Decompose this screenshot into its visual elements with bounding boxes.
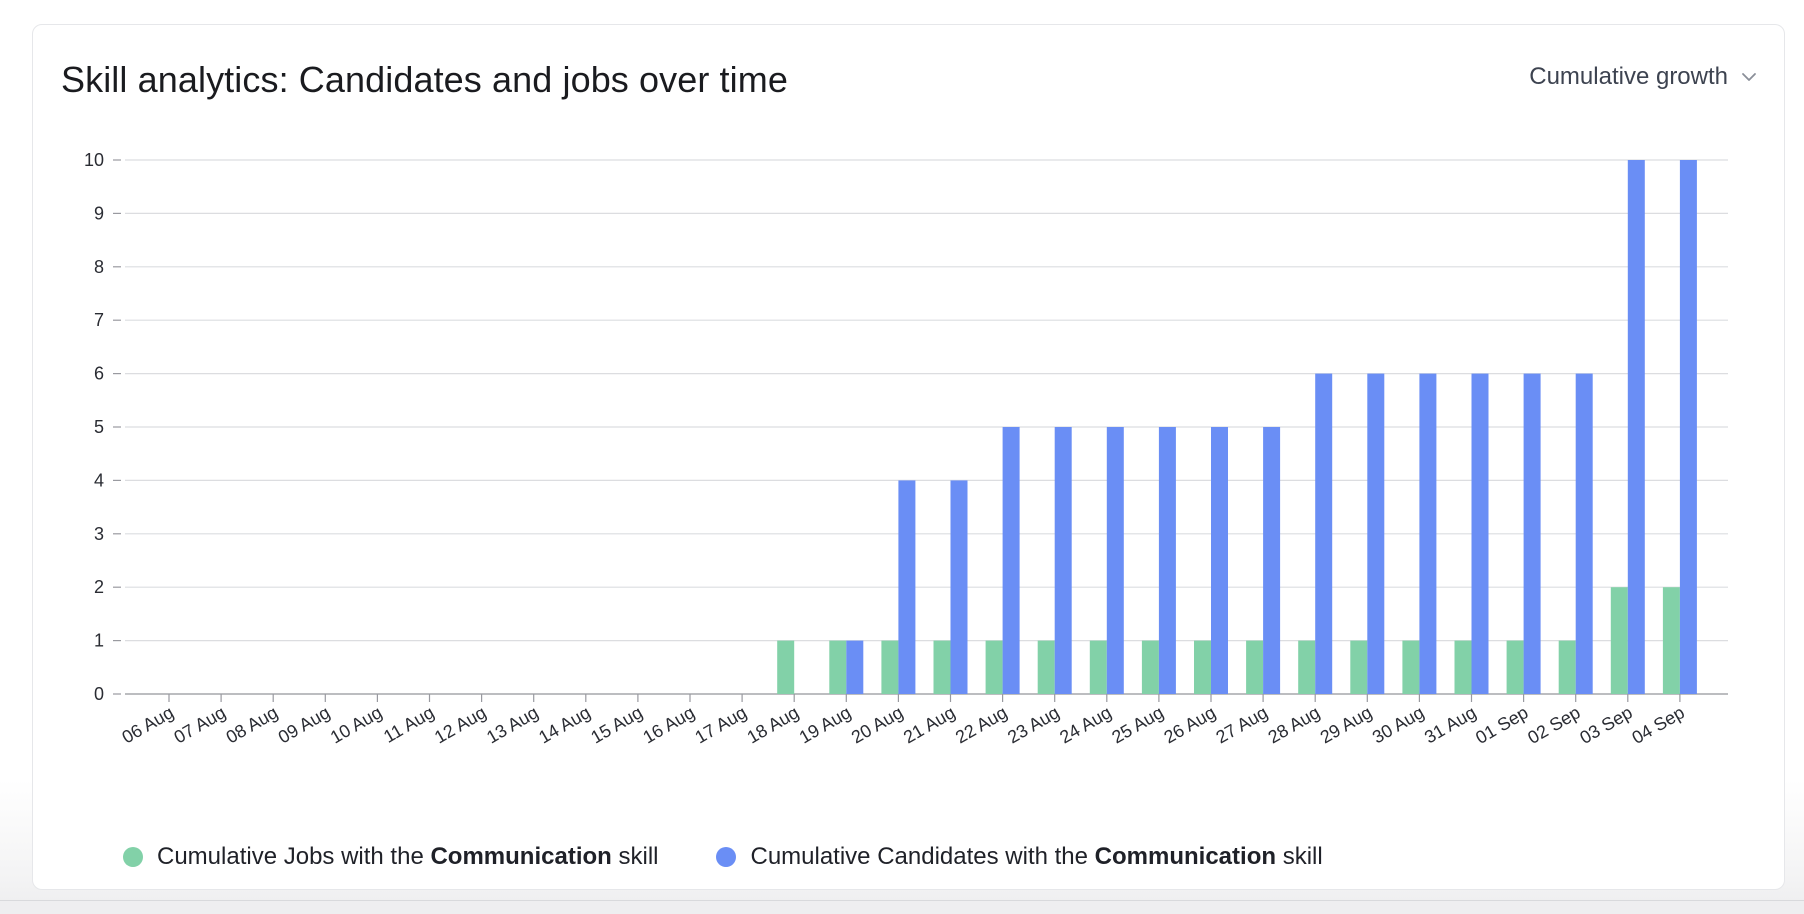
dropdown-label: Cumulative growth: [1529, 63, 1728, 90]
bar-jobs-21-aug: [933, 640, 951, 694]
bar-candidates-22-aug: [1002, 427, 1020, 694]
x-tick-label: 28 Aug: [1265, 702, 1324, 747]
x-tick-label: 11 Aug: [380, 702, 437, 747]
y-tick-label: 7: [94, 310, 104, 330]
y-tick-label: 3: [94, 524, 104, 544]
bar-jobs-26-aug: [1194, 640, 1211, 694]
x-tick-label: 04 Sep: [1628, 702, 1687, 748]
x-tick-label: 06 Aug: [118, 702, 177, 747]
bar-candidates-29-aug: [1367, 373, 1385, 694]
legend-label-jobs: Cumulative Jobs with the Communication s…: [157, 843, 659, 870]
x-tick-label: 03 Sep: [1576, 702, 1635, 748]
bar-jobs-29-aug: [1350, 640, 1368, 694]
bar-jobs-23-aug: [1037, 640, 1055, 694]
legend-dot-candidates: [716, 847, 737, 867]
bar-candidates-24-aug: [1106, 427, 1124, 694]
x-tick-label: 20 Aug: [848, 702, 907, 747]
bar-candidates-31-aug: [1471, 373, 1489, 694]
bar-jobs-31-aug: [1454, 640, 1472, 694]
bar-candidates-23-aug: [1054, 427, 1072, 694]
x-tick-label: 29 Aug: [1317, 702, 1376, 747]
bar-candidates-25-aug: [1158, 427, 1176, 694]
legend-label-candidates: Cumulative Candidates with the Communica…: [750, 843, 1323, 870]
growth-mode-dropdown[interactable]: Cumulative growth: [1529, 63, 1758, 91]
x-tick-label: 08 Aug: [223, 702, 282, 747]
bar-jobs-28-aug: [1298, 640, 1316, 694]
bar-candidates-30-aug: [1419, 373, 1437, 694]
x-tick-label: 22 Aug: [952, 702, 1011, 747]
x-tick-label: 01 Sep: [1472, 702, 1531, 748]
y-tick-label: 5: [94, 417, 104, 437]
bar-jobs-30-aug: [1402, 640, 1420, 694]
x-tick-label: 07 Aug: [171, 702, 230, 747]
x-tick-label: 31 Aug: [1421, 702, 1480, 747]
bar-jobs-04-sep: [1662, 587, 1680, 694]
x-tick-label: 18 Aug: [744, 702, 803, 747]
chart-title: Skill analytics: Candidates and jobs ove…: [61, 59, 788, 100]
bar-candidates-02-sep: [1575, 373, 1593, 694]
y-tick-label: 8: [94, 257, 104, 277]
x-tick-label: 14 Aug: [535, 702, 594, 747]
x-tick-label: 12 Aug: [431, 702, 490, 747]
bar-jobs-02-sep: [1558, 640, 1576, 694]
bar-jobs-27-aug: [1246, 640, 1264, 694]
chart-legend: Cumulative Jobs with the Communication s…: [123, 843, 1323, 871]
x-tick-label: 24 Aug: [1056, 702, 1115, 747]
bar-candidates-03-sep: [1627, 160, 1645, 694]
bar-candidates-01-sep: [1523, 373, 1541, 694]
bar-jobs-18-aug: [777, 640, 795, 694]
x-tick-label: 02 Sep: [1524, 702, 1583, 748]
x-tick-label: 13 Aug: [483, 702, 542, 747]
legend-dot-jobs: [123, 847, 143, 867]
x-tick-label: 19 Aug: [796, 702, 855, 747]
x-tick-label: 09 Aug: [275, 702, 334, 747]
bar-jobs-01-sep: [1506, 640, 1524, 694]
skill-analytics-card: Skill analytics: Candidates and jobs ove…: [32, 24, 1785, 890]
x-tick-label: 15 Aug: [587, 702, 646, 747]
bar-jobs-25-aug: [1141, 640, 1159, 694]
legend-item-jobs[interactable]: Cumulative Jobs with the Communication s…: [123, 843, 658, 871]
y-tick-label: 6: [94, 364, 104, 384]
legend-item-candidates[interactable]: Cumulative Candidates with the Communica…: [716, 843, 1323, 871]
bar-jobs-19-aug: [829, 640, 847, 694]
x-tick-label: 27 Aug: [1213, 702, 1272, 747]
window-bottom-edge: [0, 900, 1804, 914]
bar-candidates-27-aug: [1263, 427, 1281, 694]
y-tick-label: 0: [94, 684, 104, 704]
bar-jobs-24-aug: [1089, 640, 1107, 694]
y-tick-label: 2: [94, 577, 104, 597]
bar-candidates-20-aug: [898, 480, 916, 694]
x-tick-label: 16 Aug: [639, 702, 698, 747]
x-tick-label: 25 Aug: [1108, 702, 1167, 747]
bar-jobs-03-sep: [1610, 587, 1628, 694]
bar-candidates-26-aug: [1211, 427, 1228, 694]
bar-candidates-19-aug: [846, 640, 864, 694]
bar-jobs-20-aug: [881, 640, 899, 694]
y-tick-label: 10: [84, 150, 104, 170]
bar-candidates-21-aug: [950, 480, 968, 694]
y-tick-label: 4: [94, 470, 104, 490]
x-tick-label: 30 Aug: [1369, 702, 1428, 747]
bar-candidates-28-aug: [1315, 373, 1333, 694]
y-tick-label: 1: [94, 631, 104, 651]
x-tick-label: 17 Aug: [692, 702, 751, 747]
bar-jobs-22-aug: [985, 640, 1003, 694]
x-tick-label: 26 Aug: [1160, 702, 1219, 747]
x-tick-label: 21 Aug: [900, 702, 959, 747]
x-tick-label: 10 Aug: [327, 702, 386, 747]
y-tick-label: 9: [94, 203, 104, 223]
chevron-down-icon: [1742, 73, 1756, 81]
bar-candidates-04-sep: [1679, 160, 1697, 694]
x-tick-label: 23 Aug: [1004, 702, 1063, 747]
